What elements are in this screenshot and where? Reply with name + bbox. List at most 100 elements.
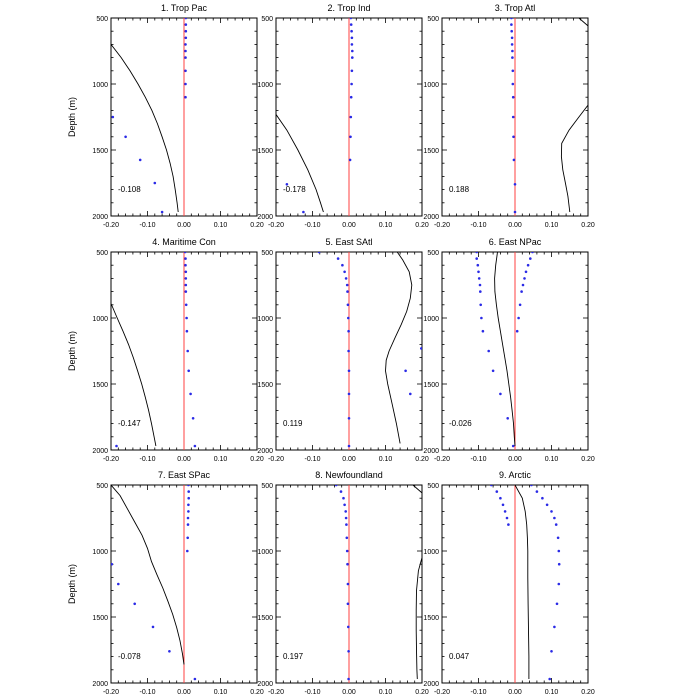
data-point xyxy=(347,349,350,353)
data-point xyxy=(184,36,188,40)
data-point xyxy=(184,270,188,274)
data-point xyxy=(187,369,190,373)
correlation-value: -0.147 xyxy=(118,419,141,428)
panel-2: 2. Trop Ind -0.20 -0.10 0.00 0.10 0.20 500 1000… xyxy=(257,3,428,229)
data-point xyxy=(184,283,188,287)
data-point xyxy=(535,490,539,493)
data-point xyxy=(510,18,513,20)
x-tick-label: -0.20 xyxy=(103,689,119,696)
x-tick-label: 0.10 xyxy=(545,689,559,696)
x-tick-label: 0.00 xyxy=(177,456,191,463)
data-point xyxy=(513,183,517,186)
data-point xyxy=(348,158,352,162)
data-point xyxy=(184,303,188,307)
profile-curve xyxy=(494,252,516,447)
data-point xyxy=(503,510,507,513)
y-tick-label: 2000 xyxy=(92,214,108,221)
data-point xyxy=(557,562,561,566)
x-tick-label: 0.20 xyxy=(415,689,429,696)
data-point xyxy=(545,503,549,507)
data-point xyxy=(349,95,353,99)
data-point xyxy=(350,43,354,46)
data-point xyxy=(111,115,115,119)
x-tick-label: 0.10 xyxy=(214,222,228,229)
data-point xyxy=(111,562,113,566)
data-point xyxy=(475,257,479,260)
y-tick-label: 2000 xyxy=(423,681,439,688)
y-tick-label: 1000 xyxy=(257,316,273,323)
x-tick-label: -0.10 xyxy=(305,456,321,463)
data-point xyxy=(529,257,532,260)
data-point xyxy=(344,510,348,513)
data-point xyxy=(511,69,515,73)
y-tick-label: 1500 xyxy=(92,615,108,622)
data-point xyxy=(124,135,127,139)
data-point xyxy=(501,503,505,507)
x-tick-label: -0.20 xyxy=(268,222,284,229)
data-point xyxy=(184,49,187,53)
data-point xyxy=(193,677,197,681)
y-axis-label: Depth (m) xyxy=(67,564,77,604)
data-point xyxy=(499,392,502,396)
x-tick-label: 0.10 xyxy=(545,456,559,463)
profile-curve xyxy=(514,485,530,679)
correlation-value: -0.078 xyxy=(118,652,141,661)
x-tick-label: 0.20 xyxy=(581,222,595,229)
data-point xyxy=(153,181,157,185)
y-axis-label: Depth (m) xyxy=(67,331,77,371)
data-point xyxy=(511,444,515,448)
panel-data xyxy=(111,252,197,448)
data-point xyxy=(495,490,499,493)
panel-title: 6. East NPac xyxy=(489,237,542,247)
data-point xyxy=(185,316,188,320)
panel-data xyxy=(111,18,188,214)
data-point xyxy=(512,158,516,162)
x-tick-label: -0.10 xyxy=(471,222,487,229)
data-point xyxy=(507,523,510,526)
y-tick-label: 500 xyxy=(261,16,273,23)
y-tick-label: 500 xyxy=(96,250,108,257)
data-point xyxy=(189,392,192,396)
panel-title: 7. East SPac xyxy=(158,470,211,480)
data-point xyxy=(187,490,190,493)
x-tick-label: -0.10 xyxy=(140,222,156,229)
data-point xyxy=(555,602,559,606)
data-point xyxy=(480,316,483,320)
x-tick-label: 0.20 xyxy=(415,222,429,229)
data-point xyxy=(349,18,353,20)
x-tick-label: 0.20 xyxy=(250,456,264,463)
data-point xyxy=(491,369,495,373)
data-point xyxy=(510,23,513,26)
x-tick-label: -0.20 xyxy=(268,456,284,463)
data-point xyxy=(345,523,348,526)
data-point xyxy=(187,503,190,507)
x-tick-label: 0.00 xyxy=(508,689,522,696)
data-point xyxy=(343,270,346,274)
data-point xyxy=(117,582,120,586)
y-tick-label: 2000 xyxy=(257,214,273,221)
x-tick-label: 0.00 xyxy=(508,456,522,463)
data-point xyxy=(347,392,351,396)
data-point xyxy=(350,69,354,73)
data-point xyxy=(510,36,514,40)
data-point xyxy=(186,349,189,353)
data-point xyxy=(183,252,187,254)
data-point xyxy=(481,329,485,333)
data-point xyxy=(345,549,349,553)
data-point xyxy=(511,49,514,53)
correlation-value: -0.178 xyxy=(283,185,306,194)
y-tick-label: 1500 xyxy=(423,382,439,389)
data-point xyxy=(404,369,407,373)
y-tick-label: 1000 xyxy=(423,316,439,323)
y-tick-label: 2000 xyxy=(423,214,439,221)
data-point xyxy=(317,252,321,254)
data-point xyxy=(347,444,351,448)
data-point xyxy=(511,95,515,99)
y-tick-label: 1500 xyxy=(257,148,273,155)
data-point xyxy=(347,316,350,320)
profile-curve xyxy=(560,104,588,213)
profile-curve xyxy=(412,485,422,494)
profile-curve xyxy=(111,485,185,665)
data-point xyxy=(334,485,338,487)
data-point xyxy=(186,516,190,520)
